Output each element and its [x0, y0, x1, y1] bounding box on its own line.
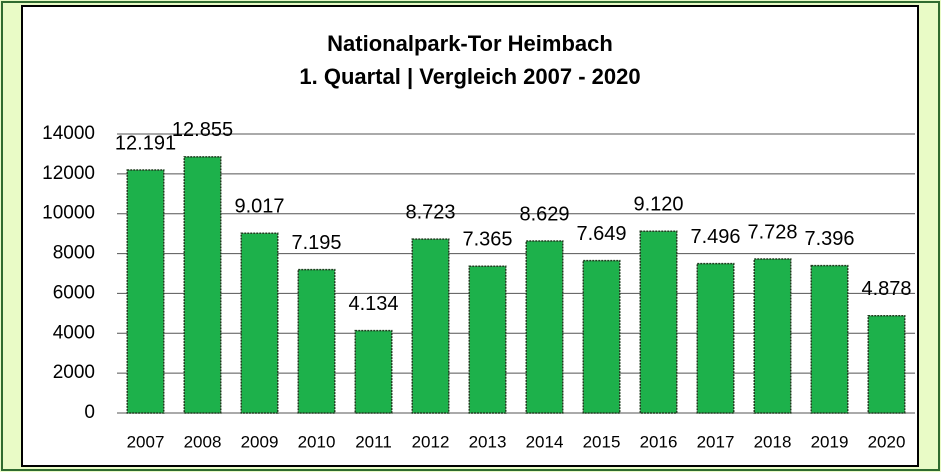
data-label: 7.365	[462, 229, 512, 251]
bar	[867, 315, 906, 414]
y-tick-label: 6000	[53, 282, 95, 303]
chart-title: Nationalpark-Tor Heimbach	[327, 31, 613, 56]
x-tick-label: 2007	[127, 432, 165, 451]
y-tick-label: 14000	[42, 123, 95, 144]
bar	[297, 268, 336, 414]
x-tick-label: 2009	[241, 432, 279, 451]
x-tick-label: 2010	[298, 432, 336, 451]
data-label: 4.134	[348, 293, 398, 315]
bar	[639, 230, 678, 414]
bar	[582, 259, 621, 414]
y-tick-label: 2000	[53, 362, 95, 383]
x-tick-label: 2008	[184, 432, 222, 451]
bar	[126, 169, 165, 414]
data-label: 4.878	[861, 278, 911, 300]
x-tick-label: 2020	[868, 432, 906, 451]
x-tick-label: 2012	[412, 432, 450, 451]
bar	[240, 232, 279, 414]
data-label: 9.017	[234, 196, 284, 218]
bar	[696, 262, 735, 414]
bar	[183, 156, 222, 414]
bar	[468, 265, 507, 414]
x-tick-label: 2019	[811, 432, 849, 451]
y-tick-label: 12000	[42, 163, 95, 184]
bar	[354, 329, 393, 414]
bar	[411, 238, 450, 414]
bar	[810, 264, 849, 414]
x-tick-label: 2018	[754, 432, 792, 451]
bar	[525, 240, 564, 414]
data-label: 7.195	[291, 232, 341, 254]
data-label: 9.120	[633, 194, 683, 216]
data-label: 7.496	[690, 226, 740, 248]
x-tick-label: 2016	[640, 432, 678, 451]
data-label: 8.723	[405, 201, 455, 223]
data-label: 8.629	[519, 203, 569, 225]
y-tick-label: 4000	[53, 322, 95, 343]
x-tick-label: 2015	[583, 432, 621, 451]
data-label: 7.396	[804, 228, 854, 250]
x-tick-label: 2011	[355, 432, 392, 451]
data-label: 12.855	[172, 119, 233, 141]
chart-subtitle: 1. Quartal | Vergleich 2007 - 2020	[299, 64, 640, 89]
bar	[753, 258, 792, 414]
x-tick-label: 2013	[469, 432, 507, 451]
x-tick-label: 2014	[526, 432, 564, 451]
data-label: 7.728	[747, 221, 797, 243]
x-tick-label: 2017	[697, 432, 735, 451]
y-tick-label: 8000	[53, 243, 95, 264]
y-tick-label: 0	[84, 402, 95, 423]
data-label: 7.649	[576, 223, 626, 245]
y-tick-label: 10000	[42, 203, 95, 224]
data-label: 12.191	[115, 132, 176, 154]
